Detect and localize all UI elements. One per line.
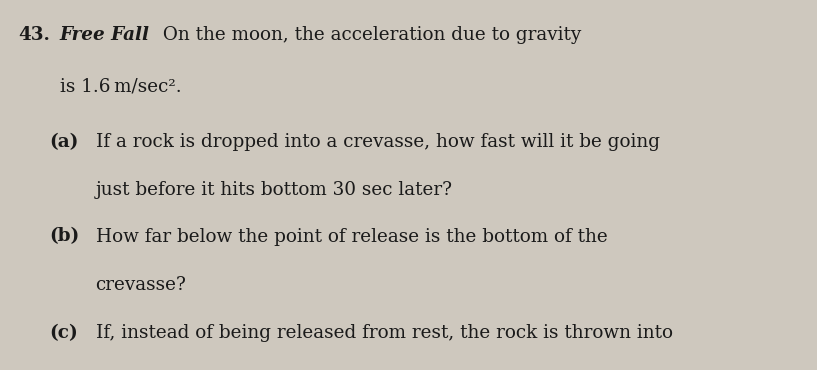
Text: On the moon, the acceleration due to gravity: On the moon, the acceleration due to gra… [157, 26, 581, 44]
Text: crevasse?: crevasse? [96, 276, 186, 294]
Text: (a): (a) [49, 133, 78, 151]
Text: If a rock is dropped into a crevasse, how fast will it be going: If a rock is dropped into a crevasse, ho… [96, 133, 659, 151]
Text: How far below the point of release is the bottom of the: How far below the point of release is th… [96, 228, 607, 246]
Text: is 1.6 m/sec².: is 1.6 m/sec². [60, 78, 181, 96]
Text: 43.: 43. [18, 26, 50, 44]
Text: If, instead of being released from rest, the rock is thrown into: If, instead of being released from rest,… [96, 324, 672, 342]
Text: (b): (b) [49, 228, 79, 246]
Text: Free Fall: Free Fall [60, 26, 150, 44]
Text: just before it hits bottom 30 sec later?: just before it hits bottom 30 sec later? [96, 181, 453, 199]
Text: (c): (c) [49, 324, 78, 342]
